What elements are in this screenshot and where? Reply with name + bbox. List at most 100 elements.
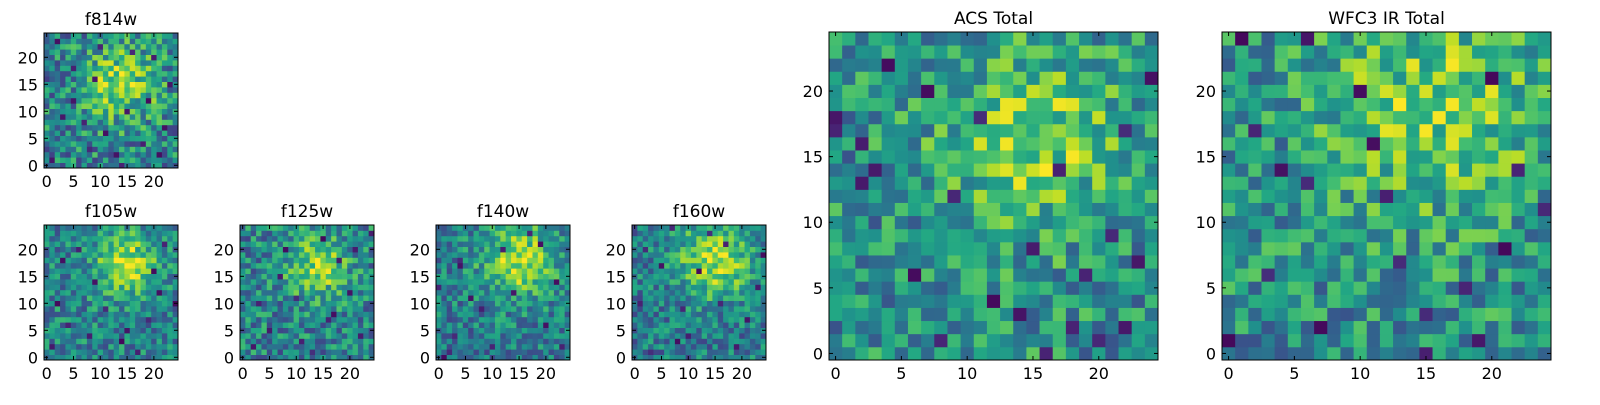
- heatmap-cell: [1144, 215, 1159, 230]
- heatmap-cell: [537, 252, 544, 258]
- heatmap-cell: [108, 81, 115, 88]
- heatmap-cell: [907, 320, 922, 335]
- heatmap-cell: [1105, 176, 1119, 190]
- heatmap-cell: [347, 295, 353, 301]
- heatmap-cell: [277, 252, 284, 258]
- heatmap-cell: [1366, 241, 1381, 256]
- heatmap-cell: [250, 230, 257, 237]
- heatmap-cell: [1287, 110, 1302, 125]
- heatmap-cell: [49, 151, 56, 158]
- heatmap-cell: [60, 246, 66, 253]
- heatmap-cell: [669, 354, 676, 361]
- y-tick-label: 20: [18, 240, 38, 259]
- heatmap-cell: [1261, 58, 1276, 72]
- heatmap-cell: [266, 273, 273, 280]
- heatmap-cell: [54, 76, 61, 82]
- heatmap-cell: [723, 246, 729, 253]
- x-tick-label: 15: [705, 364, 725, 383]
- heatmap-cell: [690, 306, 697, 312]
- heatmap-cell: [113, 97, 120, 104]
- heatmap-cell: [559, 268, 566, 274]
- heatmap-cell: [1419, 84, 1433, 98]
- heatmap-cell: [70, 289, 77, 296]
- heatmap-cell: [701, 343, 708, 350]
- heatmap-cell: [436, 343, 442, 350]
- heatmap-cell: [1261, 215, 1276, 230]
- heatmap-cell: [1445, 294, 1460, 308]
- heatmap-cell: [1511, 307, 1526, 322]
- heatmap-cell: [669, 306, 676, 312]
- heatmap-cell: [881, 45, 896, 59]
- heatmap-cell: [1065, 189, 1080, 203]
- heatmap-cell: [76, 295, 82, 301]
- heatmap-cell: [102, 49, 109, 55]
- heatmap-cell: [363, 230, 370, 237]
- heatmap-cell: [690, 246, 697, 253]
- heatmap-cell: [511, 273, 517, 280]
- heatmap-cell: [749, 311, 756, 318]
- heatmap-cell: [331, 246, 337, 253]
- heatmap-cell: [516, 338, 523, 345]
- heatmap-cell: [658, 300, 665, 307]
- heatmap-cell: [92, 151, 98, 158]
- heatmap-cell: [1340, 307, 1354, 322]
- heatmap-cell: [755, 316, 762, 323]
- heatmap-cell: [1248, 307, 1262, 322]
- heatmap-cell: [855, 110, 869, 125]
- heatmap-cell: [60, 268, 66, 274]
- heatmap-cell: [1131, 294, 1146, 308]
- heatmap-cell: [829, 150, 843, 164]
- heatmap-cell: [124, 230, 131, 237]
- heatmap-cell: [1105, 150, 1119, 164]
- heatmap-cell: [1092, 110, 1106, 125]
- heatmap-cell: [1026, 110, 1040, 125]
- heatmap-cell: [102, 230, 109, 237]
- heatmap-cell: [60, 92, 66, 99]
- heatmap-cell: [1458, 32, 1473, 46]
- heatmap-cell: [717, 289, 724, 296]
- heatmap-cell: [537, 333, 544, 339]
- heatmap-cell: [642, 295, 649, 301]
- heatmap-cell: [559, 311, 566, 318]
- heatmap-cell: [632, 235, 638, 242]
- heatmap-cell: [744, 273, 751, 280]
- heatmap-cell: [728, 295, 735, 301]
- heatmap-cell: [462, 252, 469, 258]
- heatmap-cell: [1248, 32, 1262, 46]
- heatmap-cell: [129, 81, 136, 88]
- heatmap-cell: [272, 230, 278, 237]
- heatmap-cell: [1419, 202, 1433, 217]
- heatmap-cell: [1013, 320, 1027, 335]
- heatmap-cell: [468, 343, 474, 350]
- x-tick-label: 5: [264, 364, 274, 383]
- heatmap-cell: [446, 349, 453, 355]
- heatmap-cell: [855, 84, 869, 98]
- heatmap-cell: [341, 311, 348, 318]
- heatmap-cell: [674, 343, 681, 350]
- heatmap-cell: [102, 273, 109, 280]
- heatmap-cell: [842, 294, 856, 308]
- heatmap-cell: [462, 322, 469, 328]
- heatmap-cell: [277, 300, 284, 307]
- heatmap-cell: [947, 346, 961, 361]
- heatmap-cell: [172, 76, 179, 82]
- heatmap-cell: [245, 349, 252, 355]
- heatmap-cell: [441, 279, 448, 285]
- heatmap-cell: [1511, 176, 1526, 190]
- heatmap-cell: [119, 60, 125, 66]
- heatmap-cell: [1274, 268, 1289, 282]
- heatmap-cell: [44, 43, 50, 50]
- heatmap-cell: [855, 202, 869, 217]
- heatmap-cell: [108, 300, 115, 307]
- heatmap-cell: [1222, 294, 1236, 308]
- heatmap-cell: [452, 257, 458, 264]
- heatmap-cell: [92, 252, 98, 258]
- heatmap-cell: [553, 306, 560, 312]
- heatmap-cell: [124, 262, 131, 269]
- heatmap-cell: [124, 306, 131, 312]
- heatmap-cell: [717, 306, 724, 312]
- heatmap-cell: [505, 235, 512, 242]
- heatmap-cell: [1079, 307, 1093, 322]
- heatmap-cell: [256, 316, 262, 323]
- heatmap-cell: [135, 65, 141, 72]
